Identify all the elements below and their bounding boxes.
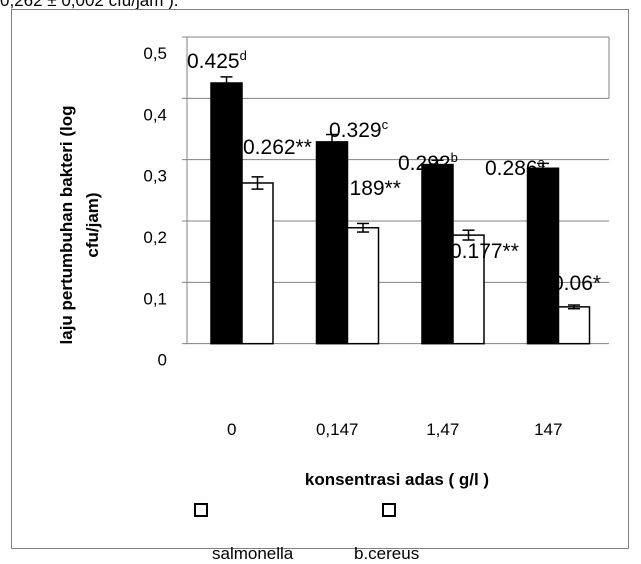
y-tick-label: 0,3 [143, 167, 167, 186]
data-label: 0.292b [398, 150, 458, 175]
y-tick-label: 0,5 [143, 44, 167, 63]
bar-chart: 0 0,1 0,2 0,3 0,4 0,5 0 0,147 1,47 147 0.425d 0.32… [57, 36, 610, 489]
chart-frame: 0 0,1 0,2 0,3 0,4 0,5 0 0,147 1,47 147 0.425d 0.32… [11, 9, 629, 563]
data-label: 0.189** [332, 177, 401, 200]
data-label: 0.262** [243, 136, 312, 159]
bar-salmonella [315, 141, 349, 345]
bar-salmonella [210, 82, 243, 345]
caption-fragment: 0,262 ± 0,002 cfu/jam ). [0, 0, 179, 10]
x-tick-label: 0 [227, 420, 236, 439]
bar-salmonella [421, 163, 454, 345]
legend-swatch-salmonella [194, 503, 208, 517]
bar-b.cereus [346, 226, 380, 345]
bar-salmonella [526, 167, 560, 345]
x-tick-label: 1,47 [426, 420, 459, 439]
data-label: 0.425d [187, 48, 247, 73]
data-label: 0.177** [450, 240, 519, 263]
x-axis-label: konsentrasi adas ( g/l ) [305, 470, 489, 489]
legend-label-salmonella: salmonella [212, 544, 294, 563]
y-axis-label: laju pertumbuhan bakteri (log cfu/jam) [57, 106, 102, 345]
x-tick-label: 0,147 [316, 420, 359, 439]
bar-b.cereus [452, 234, 485, 345]
data-label: 0.329c [329, 117, 389, 142]
legend-label-bcereus: b.cereus [354, 544, 420, 563]
y-tick-label: 0,1 [143, 289, 167, 308]
y-tick-label: 0 [158, 351, 167, 370]
bar-b.cereus [241, 182, 274, 345]
y-tick-label: 0,2 [143, 228, 167, 247]
data-label: 0.286a [485, 155, 546, 180]
legend-swatch-bcereus [382, 503, 396, 517]
bar-b.cereus [557, 306, 591, 345]
data-label: 0.06* [552, 272, 601, 295]
y-tick-label: 0,4 [143, 105, 167, 124]
x-tick-label: 147 [534, 420, 562, 439]
